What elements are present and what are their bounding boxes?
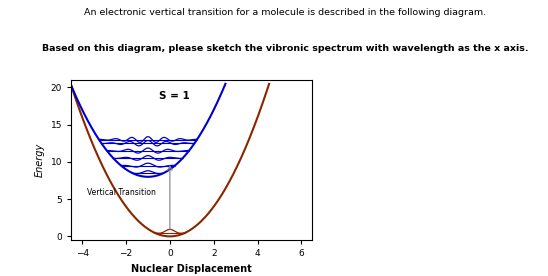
Y-axis label: Energy: Energy: [35, 143, 45, 177]
Text: Based on this diagram, please sketch the vibronic spectrum with wavelength as th: Based on this diagram, please sketch the…: [42, 44, 528, 53]
Text: S = 1: S = 1: [159, 91, 190, 101]
Text: An electronic vertical transition for a molecule is described in the following d: An electronic vertical transition for a …: [84, 8, 486, 17]
Text: Vertical Transition: Vertical Transition: [87, 189, 156, 197]
X-axis label: Nuclear Displacement: Nuclear Displacement: [132, 264, 252, 274]
